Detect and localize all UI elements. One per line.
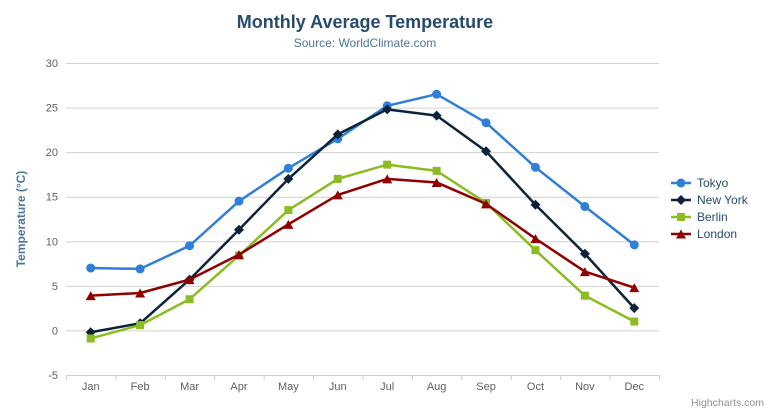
legend-diamond-symbol: [671, 195, 691, 205]
data-point-london[interactable]: [431, 177, 442, 187]
y-axis-label: 30: [46, 58, 58, 70]
data-point-new-york[interactable]: [530, 199, 541, 210]
data-point-berlin[interactable]: [333, 174, 342, 183]
data-point-london-legend[interactable]: [676, 229, 686, 239]
data-point-berlin[interactable]: [284, 206, 293, 215]
data-point-tokyo[interactable]: [580, 202, 590, 212]
data-point-berlin[interactable]: [580, 291, 589, 300]
data-point-new-york[interactable]: [382, 104, 393, 115]
data-point-london[interactable]: [135, 288, 146, 298]
series-line-new-york: [89, 108, 636, 334]
data-point-london[interactable]: [579, 267, 590, 277]
x-axis-label: Dec: [625, 381, 645, 393]
x-axis-label: Jan: [82, 381, 100, 393]
data-point-berlin-legend[interactable]: [677, 213, 685, 221]
data-point-new-york[interactable]: [332, 129, 343, 140]
data-point-tokyo[interactable]: [86, 263, 96, 273]
x-axis-label: Oct: [527, 381, 544, 393]
series-tokyo[interactable]: [86, 89, 639, 274]
legend-square-symbol: [671, 213, 691, 221]
data-point-tokyo[interactable]: [629, 240, 639, 250]
legend-label: London: [697, 227, 738, 241]
export-menu-button[interactable]: [731, 18, 755, 42]
data-point-tokyo[interactable]: [185, 241, 195, 251]
legend: Tokyo New York Berlin London: [670, 176, 748, 241]
data-point-tokyo[interactable]: [283, 163, 293, 173]
x-axis-label: May: [278, 381, 299, 393]
legend-label: Berlin: [697, 210, 728, 224]
legend-item-tokyo[interactable]: Tokyo: [670, 176, 748, 190]
y-axis-label: 10: [46, 236, 58, 248]
legend-triangle-symbol: [671, 229, 691, 239]
data-point-london[interactable]: [530, 234, 541, 244]
data-point-london[interactable]: [629, 283, 640, 293]
x-axis-label: Jun: [329, 381, 347, 393]
x-axis-label: Mar: [180, 381, 199, 393]
legend-item-new-york[interactable]: New York: [670, 193, 748, 207]
data-point-tokyo-legend[interactable]: [676, 178, 686, 188]
legend-label: New York: [697, 193, 748, 207]
data-point-tokyo[interactable]: [432, 89, 442, 99]
data-point-new-york[interactable]: [629, 303, 640, 314]
data-point-berlin[interactable]: [185, 295, 194, 304]
data-point-berlin[interactable]: [136, 321, 145, 330]
data-point-berlin[interactable]: [383, 160, 392, 169]
data-point-berlin[interactable]: [86, 334, 95, 343]
data-point-new-york[interactable]: [283, 173, 294, 184]
data-point-tokyo[interactable]: [234, 196, 244, 206]
data-point-tokyo[interactable]: [530, 162, 540, 172]
data-point-london[interactable]: [332, 190, 343, 200]
series-line-berlin: [89, 163, 636, 340]
x-axis-label: Sep: [476, 381, 496, 393]
x-axis-label: Aug: [427, 381, 447, 393]
data-point-london[interactable]: [85, 291, 96, 301]
data-point-london[interactable]: [184, 275, 195, 285]
data-point-london[interactable]: [481, 199, 492, 209]
data-point-tokyo[interactable]: [481, 118, 491, 128]
data-point-berlin[interactable]: [531, 246, 540, 255]
x-axis-label: Jul: [380, 381, 394, 393]
legend-item-london[interactable]: London: [670, 227, 748, 241]
data-point-new-york[interactable]: [431, 110, 442, 121]
y-axis-label: 25: [46, 103, 58, 115]
data-point-london[interactable]: [233, 250, 244, 260]
chart-subtitle: Source: WorldClimate.com: [293, 36, 437, 50]
y-axis-label: 5: [52, 281, 58, 293]
y-axis-label: 20: [46, 147, 58, 159]
y-axis-label: 0: [52, 325, 58, 337]
data-point-berlin[interactable]: [630, 317, 639, 326]
data-point-new-york[interactable]: [481, 146, 492, 157]
legend-item-berlin[interactable]: Berlin: [670, 210, 748, 224]
highcharts-credit-link[interactable]: Highcharts.com: [691, 397, 764, 409]
legend-label: Tokyo: [697, 176, 729, 190]
data-point-london[interactable]: [382, 174, 393, 184]
x-axis-label: Nov: [575, 381, 595, 393]
data-point-new-york-legend[interactable]: [676, 195, 686, 205]
data-point-london[interactable]: [283, 219, 294, 229]
y-axis-label: 15: [46, 192, 58, 204]
series-line-london: [89, 177, 636, 297]
y-axis-label: -5: [48, 370, 58, 382]
y-axis-title: Temperature (°C): [14, 171, 28, 268]
data-point-berlin[interactable]: [432, 166, 441, 175]
chart-title: Monthly Average Temperature: [236, 12, 494, 32]
x-axis-label: Feb: [131, 381, 150, 393]
series-new-york[interactable]: [85, 104, 640, 338]
data-point-new-york[interactable]: [233, 224, 244, 235]
data-point-new-york[interactable]: [579, 248, 590, 259]
x-axis-label: Apr: [230, 381, 247, 393]
legend-circle-symbol: [671, 178, 691, 188]
series-london[interactable]: [85, 174, 640, 301]
series-line-tokyo: [89, 92, 636, 271]
data-point-tokyo[interactable]: [135, 264, 145, 274]
